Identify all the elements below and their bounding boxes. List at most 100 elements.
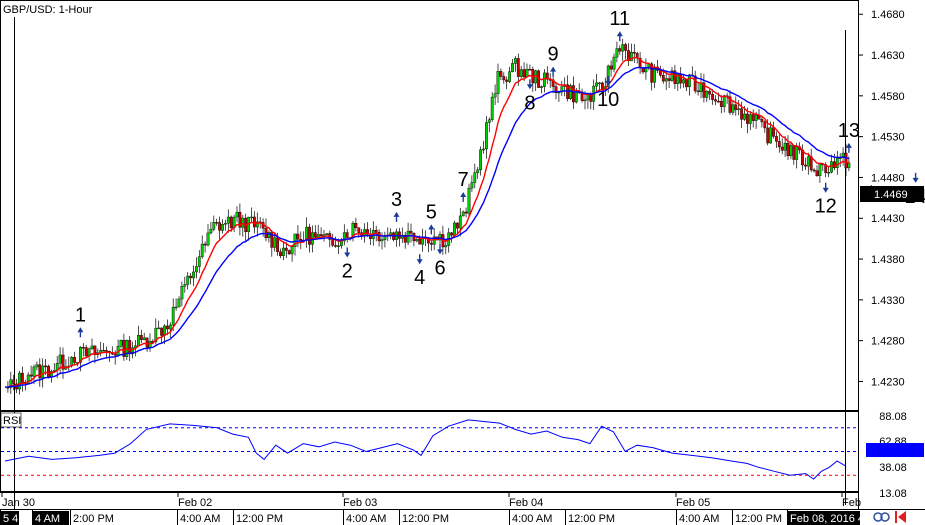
candle [789,141,793,160]
day-label: Feb 05 [676,497,710,509]
hour-label: 4:00 AM [177,510,220,525]
candle [241,214,245,237]
svg-text:1: 1 [75,304,86,326]
candle [165,319,169,336]
candle [540,85,543,94]
candle [168,322,172,338]
candle [777,134,781,153]
signal-8: 8 [524,79,535,114]
hour-label: 5 4 [0,510,19,525]
candle [200,235,204,259]
chart-title: GBP/USD: 1-Hour [3,4,93,16]
rsi-tick: 88.08 [879,411,907,423]
svg-text:5: 5 [426,201,437,223]
candle [290,246,294,262]
candle [618,45,622,55]
candle [221,219,224,234]
slow-EMA-line [4,66,849,388]
hour-label: 4:00 AM [343,510,386,525]
candle [255,212,259,237]
day-label: Feb 03 [343,497,377,509]
price-tick: 1.4430 [858,213,905,225]
candle [21,366,24,392]
candle [519,66,523,79]
candle [296,225,300,248]
price-tick: 1.4280 [858,336,905,348]
candle [835,150,839,175]
candle [844,143,848,177]
candle [157,320,161,330]
svg-text:1.4630: 1.4630 [871,50,905,62]
signal-7: 7 [458,169,469,202]
day-label: Jan 30 [2,497,35,509]
hour-label: 4 AM [32,510,69,525]
candle [287,249,291,255]
svg-text:38.08: 38.08 [879,462,907,474]
arrow-left-icon[interactable] [895,511,906,523]
candle [18,370,21,395]
rsi-reference-lines [1,427,858,476]
candle [830,154,833,174]
candle [139,329,143,344]
candle [734,96,738,116]
candle [780,138,784,155]
hour-label: 12:00 PM [399,510,449,525]
candle [331,234,335,248]
candle [377,229,381,247]
candle [847,156,851,172]
svg-text:4:00 AM: 4:00 AM [180,513,220,525]
svg-text:4:00 AM: 4:00 AM [512,513,552,525]
title-bg [1,1,99,17]
candle [470,175,474,192]
candle [9,371,13,395]
candle [308,223,311,253]
candle [252,211,256,234]
candle [467,183,471,217]
candle [737,100,741,116]
day-label: Feb 04 [509,497,543,509]
candle [81,343,85,357]
candle [775,131,778,149]
candle [409,223,413,243]
candle [476,167,480,179]
chart-link-icon[interactable] [873,512,890,522]
price-tick: 1.4680 [858,9,905,21]
svg-text:9: 9 [548,44,559,66]
rsi-label: RSI [3,415,21,427]
candle [763,120,767,133]
svg-text:1.4480: 1.4480 [871,172,905,184]
candle [84,344,88,357]
signal-6: 6 [434,244,446,279]
candle [456,222,459,234]
signal-5: 5 [426,201,437,235]
candle [186,272,190,290]
hour-label: 4:00 AM [676,510,719,525]
fast-EMA-line [4,56,849,388]
candle [760,115,764,128]
candle [795,142,799,169]
candle [815,165,819,177]
svg-text:4: 4 [414,267,425,289]
candle [429,240,433,251]
svg-text:2:00 PM: 2:00 PM [73,513,114,525]
candle [659,65,662,78]
candle [499,68,503,80]
candle [595,73,599,93]
candle [528,64,532,71]
rsi-tick: 38.08 [879,462,907,474]
candle [702,73,706,103]
candle [461,210,465,217]
svg-text:Feb 08, 2016 4: Feb 08, 2016 4 [790,513,864,525]
signal-1: 1 [75,304,86,338]
candle [102,342,106,352]
svg-text:8: 8 [524,92,535,114]
candle [293,233,297,256]
candle [806,152,810,175]
candle [226,209,230,233]
price-tick: 1.4380 [858,254,905,266]
candle [12,374,16,391]
candle [354,217,358,232]
signal-11: 11 [609,8,630,42]
candle [693,70,697,94]
svg-text:13.08: 13.08 [879,488,907,500]
